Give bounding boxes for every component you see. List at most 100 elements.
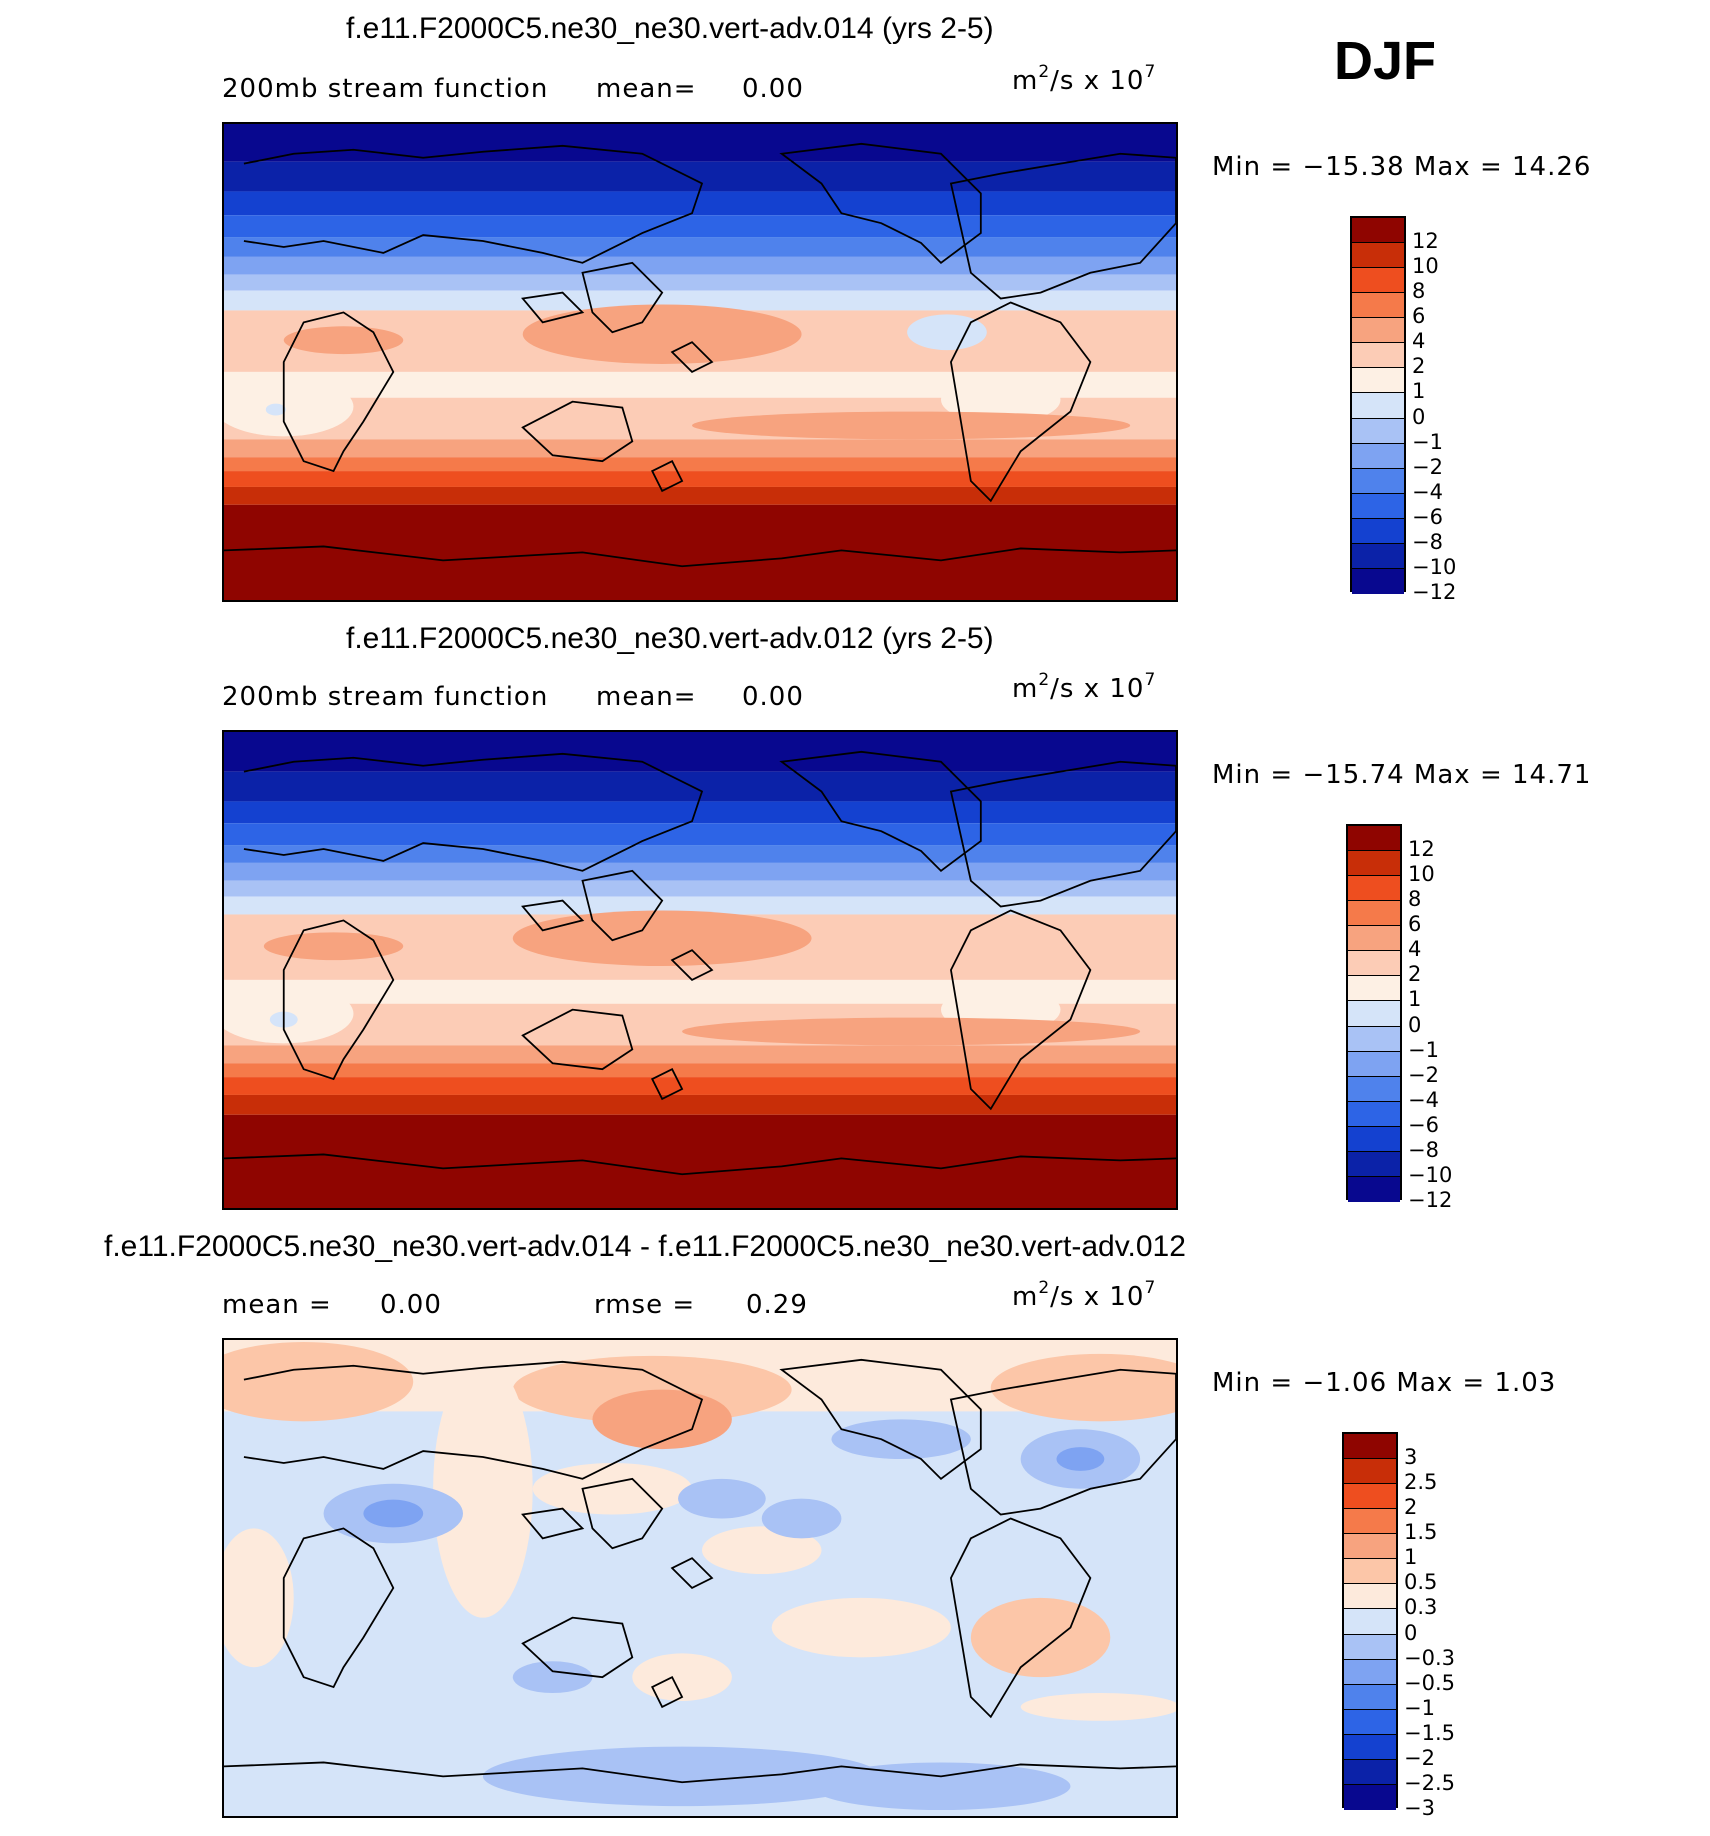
- negative-anomaly: [761, 1498, 842, 1539]
- colorbar-swatch: [1348, 826, 1400, 852]
- colorbar-tick-label: 10: [1408, 862, 1435, 887]
- panel1-colorbar: [1350, 216, 1406, 594]
- colorbar-tick-label: 2: [1404, 1495, 1418, 1520]
- band: [224, 845, 1176, 863]
- colorbar-tick-label: 0: [1404, 1620, 1418, 1645]
- panel3-title: f.e11.F2000C5.ne30_ne30.vert-adv.014 - f…: [104, 1230, 1186, 1263]
- panel2-mean-value: 0.00: [742, 682, 804, 712]
- colorbar-swatch: [1352, 468, 1404, 494]
- colorbar-swatch: [1352, 268, 1404, 294]
- colorbar-swatch: [1348, 951, 1400, 977]
- colorbar-tick-label: −2: [1408, 1062, 1439, 1087]
- band: [224, 161, 1176, 192]
- colorbar-tick-label: 0: [1408, 1012, 1422, 1037]
- colorbar-tick-label: 1: [1408, 987, 1422, 1012]
- colorbar-swatch: [1348, 1101, 1400, 1127]
- coastlines: [224, 750, 1176, 1176]
- negative-anomaly: [831, 1419, 971, 1459]
- colorbar-tick-label: −1.5: [1404, 1720, 1455, 1745]
- colorbar-swatch: [1344, 1784, 1396, 1810]
- colorbar-swatch: [1344, 1684, 1396, 1710]
- colorbar-tick-label: −4: [1412, 479, 1443, 504]
- band: [224, 896, 1176, 915]
- positive-anomaly: [522, 304, 802, 364]
- panel1-minmax: Min = −15.38 Max = 14.26: [1212, 152, 1592, 182]
- band: [224, 801, 1176, 824]
- panel1-field-name: 200mb stream function: [222, 74, 549, 104]
- colorbar-tick-label: −4: [1408, 1087, 1439, 1112]
- band: [224, 439, 1176, 458]
- colorbar-swatch: [1352, 493, 1404, 519]
- panel2-units: m2/s x 107: [1012, 670, 1157, 704]
- colorbar-tick-label: 0.3: [1404, 1595, 1438, 1620]
- colorbar-swatch: [1352, 393, 1404, 419]
- negative-anomaly: [678, 1478, 766, 1519]
- negative-anomaly: [512, 1661, 593, 1694]
- positive-anomaly: [970, 1597, 1111, 1678]
- positive-anomaly: [592, 1389, 732, 1450]
- band: [224, 191, 1176, 216]
- panel3-units: m2/s x 107: [1012, 1278, 1157, 1312]
- panel1-map-svg: [224, 124, 1176, 600]
- neutral-region: [224, 376, 354, 437]
- band: [224, 1094, 1176, 1115]
- colorbar-tick-label: 2: [1412, 354, 1426, 379]
- colorbar-tick-label: 8: [1412, 279, 1426, 304]
- colorbar-swatch: [1344, 1759, 1396, 1785]
- negative-anomaly: [1056, 1447, 1105, 1471]
- colorbar-swatch: [1352, 293, 1404, 319]
- colorbar-tick-label: −1: [1408, 1037, 1439, 1062]
- band: [224, 880, 1176, 897]
- colorbar-swatch: [1352, 568, 1404, 594]
- colorbar-tick-label: −6: [1408, 1112, 1439, 1137]
- negative-anomaly: [811, 1762, 1071, 1811]
- panel2-colorbar: [1346, 824, 1402, 1202]
- positive-anomaly: [771, 1597, 951, 1658]
- colorbar-tick-label: 2.5: [1404, 1470, 1438, 1495]
- colorbar-swatch: [1352, 418, 1404, 444]
- band: [224, 1114, 1176, 1208]
- colorbar-swatch: [1344, 1459, 1396, 1485]
- panel3-mean-label: mean =: [222, 1290, 332, 1320]
- colorbar-tick-label: −2: [1404, 1745, 1435, 1770]
- colorbar-swatch: [1344, 1609, 1396, 1635]
- panel2-mean-label: mean=: [596, 682, 697, 712]
- colorbar-tick-label: 3: [1404, 1445, 1418, 1470]
- band: [224, 1063, 1176, 1078]
- colorbar-swatch: [1352, 243, 1404, 269]
- colorbar-swatch: [1344, 1584, 1396, 1610]
- panel3-mean-value: 0.00: [380, 1290, 442, 1320]
- band: [224, 237, 1176, 257]
- positive-anomaly: [632, 1653, 732, 1701]
- colorbar-tick-label: 12: [1412, 229, 1439, 254]
- colorbar-tick-label: −12: [1408, 1188, 1453, 1212]
- colorbar-tick-label: −0.3: [1404, 1645, 1455, 1670]
- colorbar-swatch: [1352, 368, 1404, 394]
- colorbar-tick-label: −1: [1404, 1695, 1435, 1720]
- season-label: DJF: [1334, 31, 1437, 91]
- colorbar-tick-label: 10: [1412, 254, 1439, 279]
- colorbar-tick-label: −3: [1404, 1796, 1435, 1820]
- colorbar-swatch: [1348, 976, 1400, 1002]
- band: [224, 823, 1176, 846]
- colorbar-swatch: [1352, 343, 1404, 369]
- colorbar-swatch: [1344, 1709, 1396, 1735]
- colorbar-swatch: [1344, 1734, 1396, 1760]
- band: [224, 486, 1176, 505]
- panel2-map: [222, 730, 1178, 1210]
- colorbar-swatch: [1344, 1559, 1396, 1585]
- colorbar-tick-label: −2.5: [1404, 1770, 1455, 1795]
- colorbar-tick-label: 1.5: [1404, 1520, 1438, 1545]
- panel1-mean-label: mean=: [596, 74, 697, 104]
- band: [224, 504, 1176, 600]
- colorbar-swatch: [1348, 1026, 1400, 1052]
- colorbar-tick-label: 2: [1408, 962, 1422, 987]
- colorbar-tick-label: 4: [1412, 329, 1426, 354]
- band: [224, 274, 1176, 291]
- panel2-field-name: 200mb stream function: [222, 682, 549, 712]
- colorbar-swatch: [1348, 1001, 1400, 1027]
- colorbar-swatch: [1352, 543, 1404, 569]
- band: [224, 732, 1176, 772]
- positive-anomaly: [532, 1462, 693, 1515]
- negative-anomaly: [482, 1746, 882, 1807]
